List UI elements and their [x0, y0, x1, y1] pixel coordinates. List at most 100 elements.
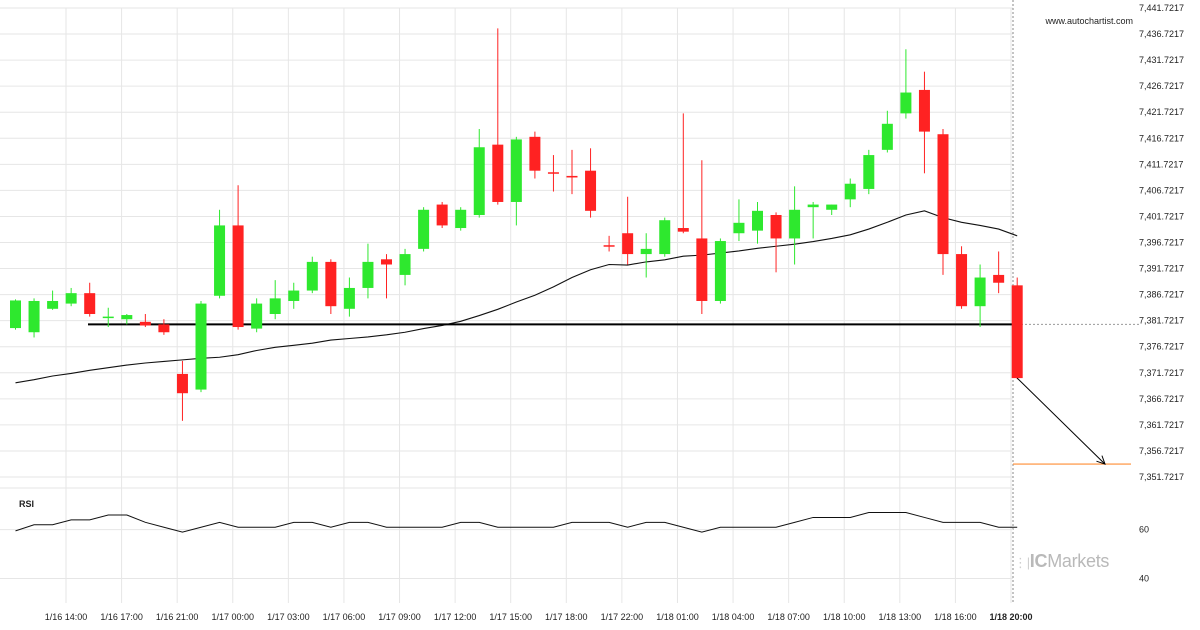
time-tick-label: 1/17 03:00	[267, 612, 310, 622]
bullish-candle	[288, 290, 300, 301]
price-tick-label: 7,426.7217	[1139, 81, 1184, 91]
price-tick-label: 7,396.7217	[1139, 238, 1184, 248]
time-axis: 1/16 14:00 1/16 17:00 1/16 21:00 1/17 00:00…	[45, 612, 1033, 622]
bullish-candle	[418, 209, 430, 249]
bullish-candle	[102, 316, 114, 319]
bullish-candle	[733, 222, 745, 234]
time-tick-label: 1/17 00:00	[211, 612, 254, 622]
time-tick-label: 1/17 12:00	[434, 612, 477, 622]
price-tick-label: 7,376.7217	[1139, 342, 1184, 352]
bearish-candle	[381, 259, 392, 265]
price-tick-label: 7,401.7217	[1139, 211, 1184, 221]
price-tick-label: 7,431.7217	[1139, 55, 1184, 65]
icmarkets-watermark: ⋮|ICMarkets	[1014, 551, 1109, 572]
bullish-candle	[28, 300, 40, 333]
forecast-arrow-line	[1016, 377, 1106, 465]
bearish-candle	[139, 321, 151, 326]
time-tick-label: 1/18 13:00	[879, 612, 922, 622]
time-tick-label: 1/16 14:00	[45, 612, 88, 622]
bearish-candle	[232, 225, 244, 328]
price-tick-label: 7,441.7217	[1139, 3, 1184, 13]
bullish-candle	[214, 225, 226, 296]
bullish-candle	[343, 287, 355, 309]
bullish-candle	[47, 300, 59, 309]
bearish-candle	[566, 175, 578, 178]
bullish-candle	[752, 210, 763, 231]
bearish-candle	[436, 204, 448, 226]
bearish-candle	[492, 144, 504, 202]
rsi-line	[15, 512, 1018, 533]
bullish-candle	[399, 254, 411, 275]
forecast-arrow-layer	[1016, 377, 1106, 465]
price-tick-label: 7,351.7217	[1139, 472, 1184, 482]
bullish-candle	[65, 293, 77, 304]
bearish-candle	[547, 172, 559, 174]
time-tick-label: 1/18 04:00	[712, 612, 755, 622]
bullish-candle	[306, 261, 318, 291]
rsi-tick-label: 60	[1139, 525, 1149, 535]
bullish-candle	[455, 209, 467, 229]
price-tick-label: 7,386.7217	[1139, 290, 1184, 300]
bearish-candle	[993, 274, 1005, 283]
price-tick-label: 7,366.7217	[1139, 394, 1184, 404]
bearish-candle	[529, 136, 541, 171]
candles-layer	[10, 28, 1023, 421]
bullish-candle	[251, 303, 263, 329]
watermark-bars-icon: ⋮|	[1014, 555, 1030, 570]
price-tick-label: 7,356.7217	[1139, 446, 1184, 456]
bullish-candle	[714, 241, 726, 301]
bullish-candle	[473, 147, 485, 215]
time-tick-label: 1/17 15:00	[489, 612, 532, 622]
bearish-candle	[176, 373, 188, 394]
price-tick-label: 7,421.7217	[1139, 107, 1184, 117]
forecast-arrow-head	[1096, 455, 1106, 465]
bearish-candle	[585, 170, 597, 211]
watermark-suffix: Markets	[1047, 551, 1110, 571]
bullish-candle	[269, 298, 281, 315]
bullish-candle	[121, 315, 133, 320]
time-tick-label: 1/17 18:00	[545, 612, 588, 622]
bullish-candle	[881, 123, 893, 150]
bullish-candle	[640, 248, 652, 255]
bearish-candle	[956, 254, 968, 307]
price-tick-label: 7,406.7217	[1139, 185, 1184, 195]
bullish-candle	[826, 204, 838, 210]
bearish-candle	[696, 238, 708, 301]
price-tick-label: 7,391.7217	[1139, 264, 1184, 274]
time-tick-label: 1/16 21:00	[156, 612, 199, 622]
price-axis: 7,441.7217 7,436.7217 7,431.7217 7,426.7217…	[1139, 3, 1184, 482]
bearish-candle	[937, 134, 949, 255]
moving-average-layer	[15, 210, 1018, 384]
time-tick-label: 1/18 16:00	[934, 612, 977, 622]
bullish-candle	[10, 300, 21, 329]
bearish-candle	[603, 245, 615, 247]
bearish-candle	[770, 214, 782, 239]
bullish-candle	[195, 303, 207, 390]
bullish-candle	[659, 220, 671, 255]
price-tick-label: 7,361.7217	[1139, 420, 1184, 430]
grid-lines	[0, 0, 1014, 603]
bullish-candle	[900, 92, 912, 114]
bullish-candle	[974, 277, 986, 307]
bullish-candle	[510, 139, 522, 202]
price-tick-label: 7,411.7217	[1139, 159, 1183, 169]
price-tick-label: 7,436.7217	[1139, 29, 1184, 39]
time-tick-label: 1/18 20:00	[989, 612, 1032, 622]
time-tick-label: 1/16 17:00	[100, 612, 143, 622]
moving-average-line	[15, 210, 1018, 384]
bearish-candle	[325, 261, 337, 307]
bearish-candle	[622, 233, 634, 255]
bearish-candle	[84, 293, 96, 315]
time-tick-label: 1/18 01:00	[656, 612, 699, 622]
time-tick-label: 1/17 22:00	[601, 612, 644, 622]
bearish-candle	[1011, 285, 1023, 379]
level-layer	[88, 323, 1139, 465]
rsi-label: RSI	[19, 499, 34, 509]
price-tick-label: 7,381.7217	[1139, 316, 1184, 326]
bullish-candle	[362, 261, 374, 288]
brand-url: www.autochartist.com	[1044, 16, 1133, 26]
rsi-tick-label: 40	[1139, 574, 1149, 584]
price-tick-label: 7,416.7217	[1139, 133, 1184, 143]
bearish-candle	[918, 89, 930, 132]
